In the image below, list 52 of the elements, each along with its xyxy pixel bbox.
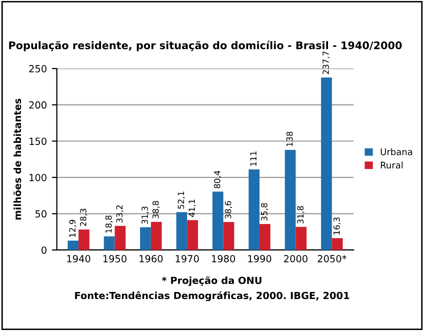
- bar: [150, 222, 162, 250]
- data-label: 16,3: [333, 217, 341, 234]
- x-tick-label: 1980: [212, 255, 236, 262]
- y-axis-title: milhões de habitantes: [13, 98, 22, 220]
- bar: [296, 226, 307, 250]
- data-label: 28,3: [80, 208, 88, 226]
- y-tick-label: 50: [35, 210, 46, 218]
- bar: [68, 240, 79, 250]
- y-tick-label: 0: [42, 246, 46, 254]
- data-label: 80,4: [214, 170, 222, 188]
- bar: [248, 169, 260, 250]
- legend-label: Rural: [380, 162, 403, 169]
- chart-title: População residente, por situação do domicílio - Brasil - 1940/2000: [9, 40, 402, 52]
- y-tick-label: 100: [30, 174, 46, 182]
- x-tick-label: 1960: [140, 255, 163, 262]
- source-note: Fonte:Tendências Demográficas, 2000. IBGE, 2001: [75, 291, 350, 302]
- bar: [212, 192, 224, 250]
- data-label: 38,6: [224, 201, 232, 219]
- x-tick-label: 1950: [103, 255, 126, 262]
- data-label: 18,8: [105, 216, 113, 233]
- y-tick-label: 200: [29, 101, 46, 109]
- data-label: 111: [250, 152, 256, 166]
- x-tick-label: 1940: [67, 255, 90, 262]
- bar: [187, 220, 198, 250]
- data-label: 237,7: [322, 52, 330, 74]
- data-label: 31,8: [297, 206, 304, 224]
- bar: [104, 236, 115, 250]
- bar: [78, 229, 90, 250]
- data-label: 38,8: [152, 201, 160, 218]
- bar: [332, 238, 343, 250]
- x-tick-label: 2050*: [318, 255, 346, 262]
- bar: [223, 222, 234, 250]
- bar: [140, 227, 151, 250]
- y-tick-label: 150: [30, 138, 46, 145]
- text: * Projeção da ONU: [162, 276, 262, 286]
- data-label: 35,8: [261, 203, 268, 221]
- x-tick-label: 1990: [248, 255, 272, 262]
- bar: [284, 150, 296, 250]
- legend-label: Urbana: [380, 148, 412, 156]
- data-label: 138: [286, 132, 293, 146]
- bar: [260, 224, 270, 250]
- bar: [114, 226, 126, 250]
- data-label: 52,1: [178, 192, 185, 209]
- data-label: 41,1: [188, 200, 196, 217]
- bar: [176, 212, 188, 250]
- data-label: 12,9: [69, 220, 76, 237]
- data-label: 31,3: [142, 206, 149, 224]
- x-tick-label: 2000: [284, 255, 308, 262]
- y-tick-label: 250: [29, 65, 46, 72]
- bar: [321, 77, 332, 250]
- data-label: 33,2: [116, 205, 124, 222]
- x-tick-label: 1970: [176, 255, 199, 262]
